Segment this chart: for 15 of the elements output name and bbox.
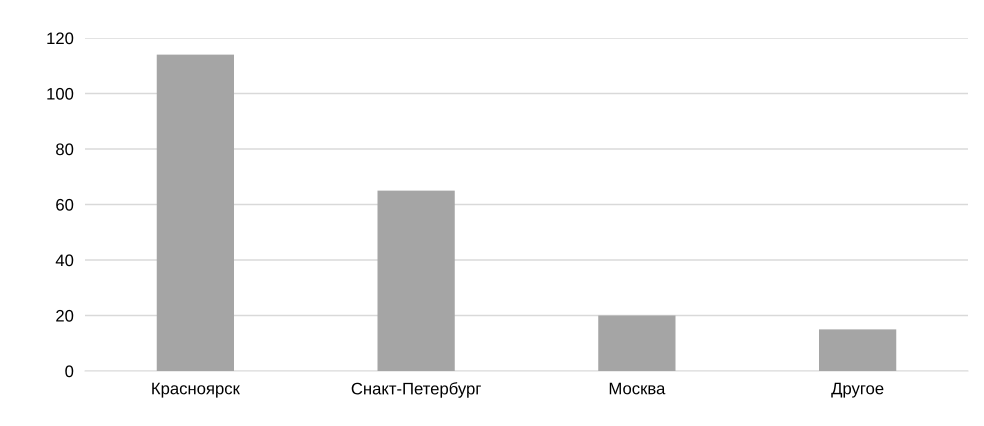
bar [598,316,676,371]
y-tick-label: 40 [56,254,74,266]
y-tick-label: 60 [56,198,74,211]
x-tick-label: Москва [610,382,666,394]
bar [156,54,234,371]
bar [377,190,455,371]
x-tick-label: Снакт-Петербург [352,382,481,398]
x-tick-label: Другое [831,382,884,398]
y-tick-label: 80 [56,143,74,156]
y-tick-label: 20 [56,310,74,322]
y-tick-label: 120 [47,32,74,44]
x-tick-label: Красноярск [152,382,240,398]
y-tick-label: 100 [47,88,74,100]
y-tick-label: 0 [65,365,74,378]
bar [818,329,896,371]
